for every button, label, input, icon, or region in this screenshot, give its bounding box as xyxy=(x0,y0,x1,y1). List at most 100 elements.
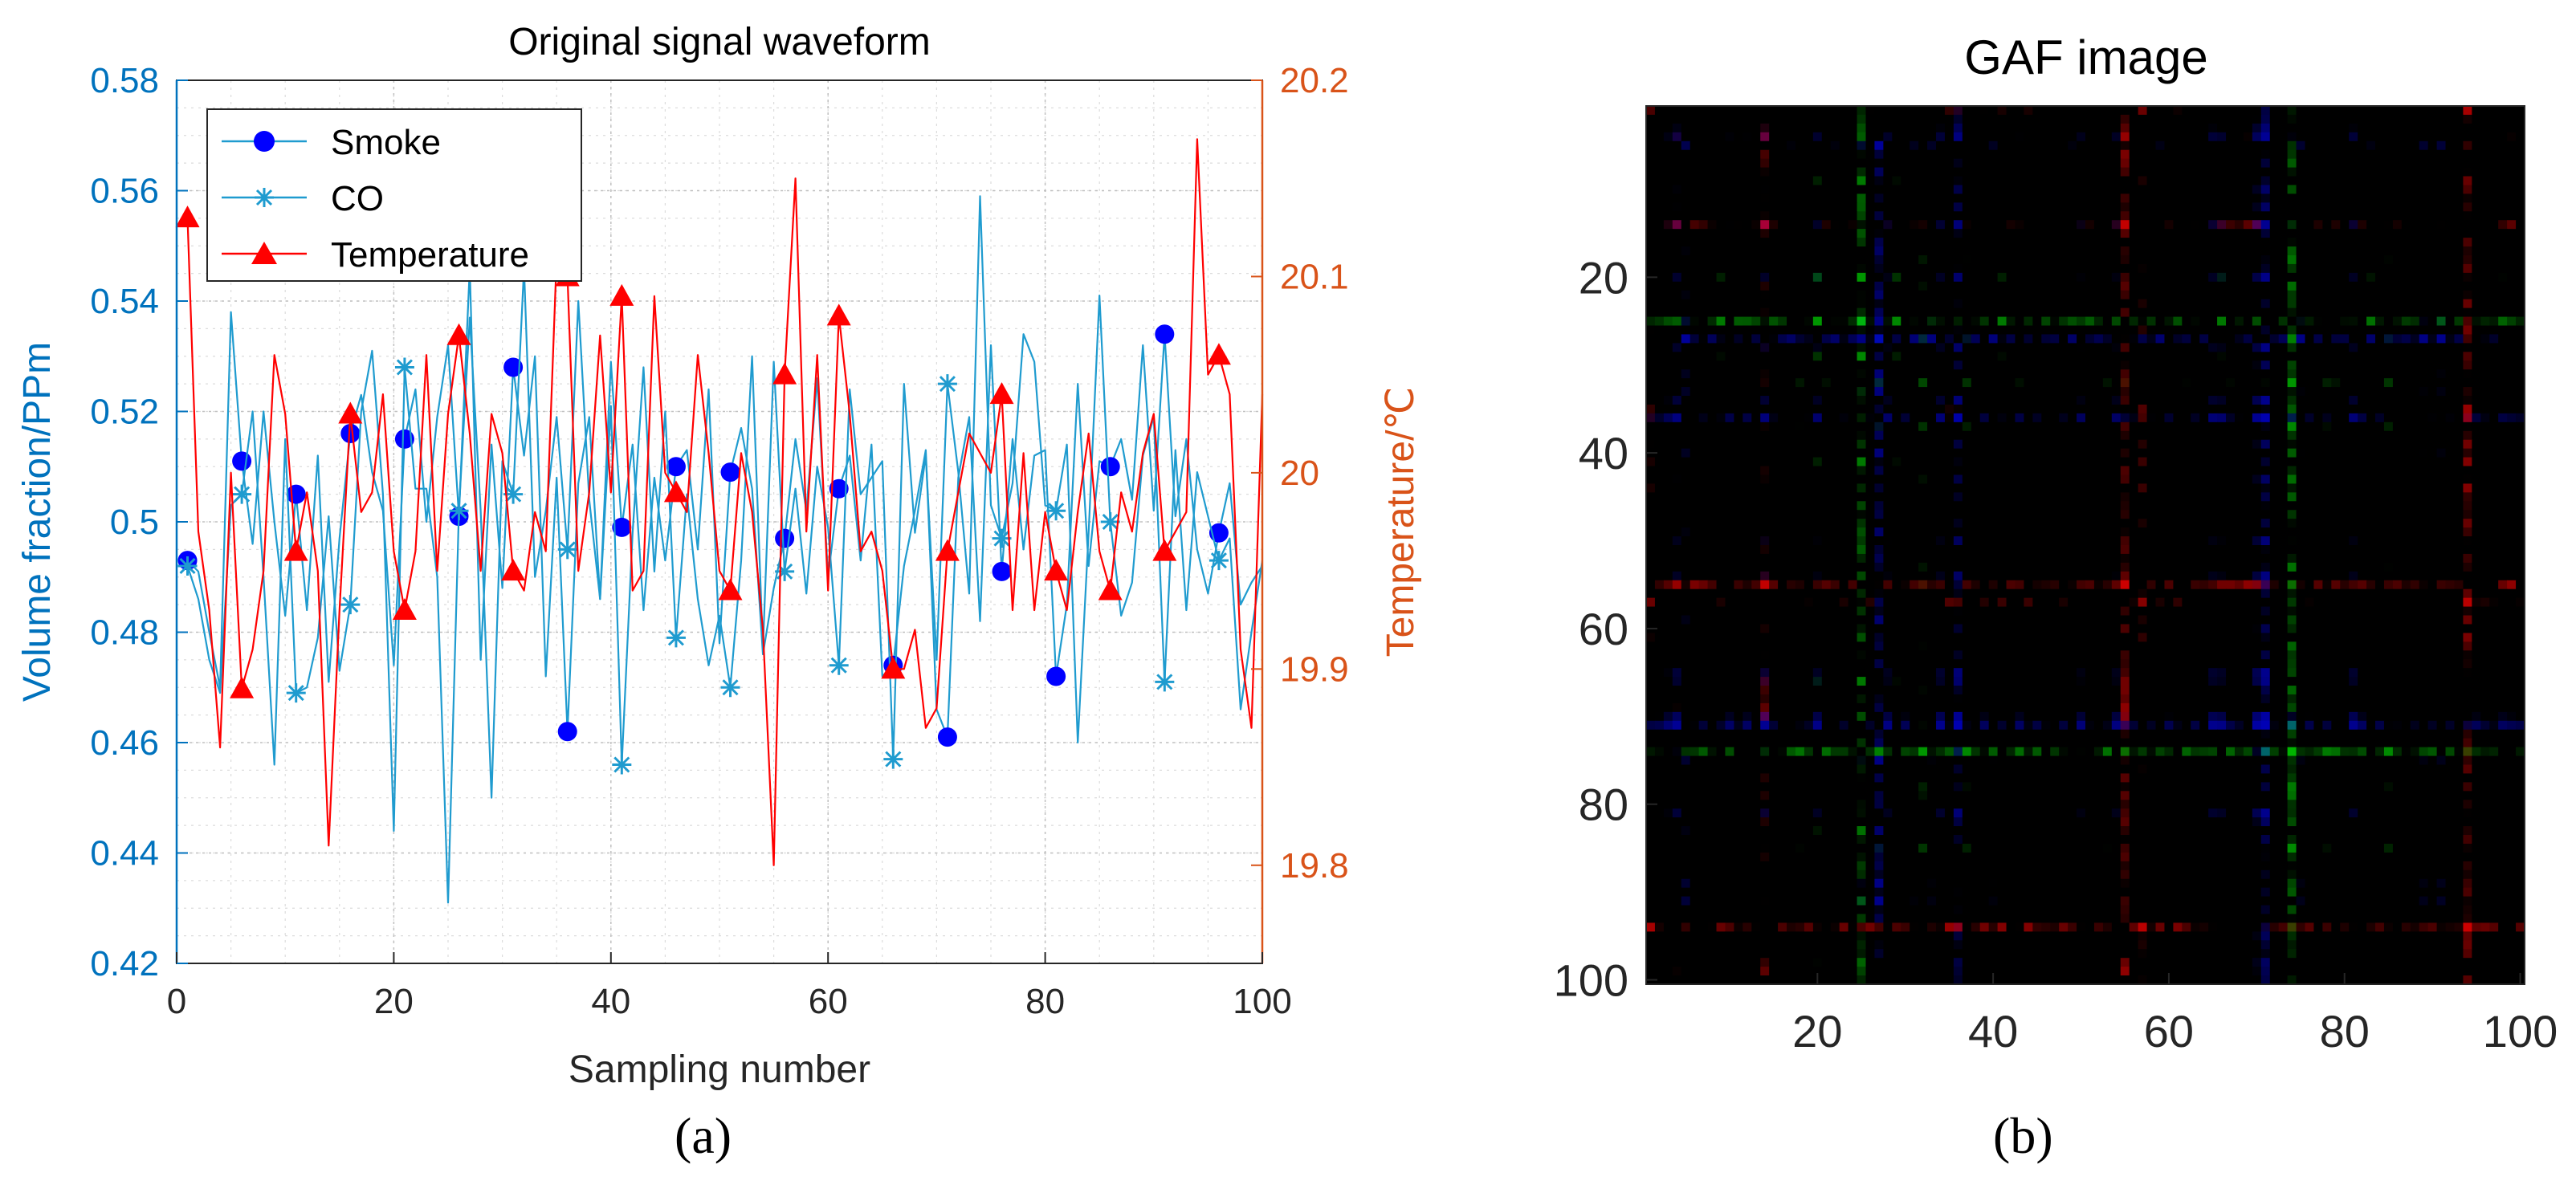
gaf-cell xyxy=(1787,413,1796,423)
gaf-cell xyxy=(1997,421,2007,432)
gaf-cell xyxy=(1769,369,1779,379)
gaf-cell xyxy=(2041,202,2051,212)
gaf-cell xyxy=(1760,360,1770,370)
gaf-cell xyxy=(1874,193,1884,203)
gaf-cell xyxy=(1839,352,1849,361)
gaf-cell xyxy=(1734,325,1743,336)
gaf-cell xyxy=(1901,510,1910,519)
gaf-cell xyxy=(2383,238,2394,247)
gaf-cell xyxy=(2278,325,2289,336)
gaf-cell xyxy=(2164,510,2174,519)
gaf-cell xyxy=(1689,229,1700,238)
gaf-cell xyxy=(1698,334,1709,344)
gaf-cell xyxy=(1953,474,1963,485)
gaf-cell xyxy=(1918,167,1928,177)
gaf-cell xyxy=(1672,352,1682,361)
gaf-cell xyxy=(2375,246,2385,256)
gaf-cell xyxy=(2454,325,2464,336)
gaf-cell xyxy=(2427,352,2438,361)
gaf-cell xyxy=(1936,246,1946,256)
gaf-cell xyxy=(2427,439,2438,450)
gaf-cell xyxy=(2331,254,2341,265)
temperature-point xyxy=(609,283,634,306)
gaf-cell xyxy=(1865,193,1876,203)
gaf-cell xyxy=(2392,106,2403,116)
gaf-cell xyxy=(1698,140,1709,151)
gaf-cell xyxy=(1962,474,1972,485)
gaf-cell xyxy=(1795,474,1805,485)
co-point xyxy=(557,539,577,560)
gaf-cell xyxy=(1848,299,1858,309)
gaf-cell xyxy=(2366,211,2376,221)
gaf-cell xyxy=(2102,114,2113,124)
gaf-cell xyxy=(2427,167,2438,177)
gaf-cell xyxy=(2015,299,2025,309)
gaf-cell xyxy=(1795,369,1805,379)
gaf-cell xyxy=(2243,352,2253,361)
gaf-cell xyxy=(2111,106,2122,116)
gaf-cell xyxy=(1742,281,1752,291)
gaf-cell xyxy=(2410,492,2420,502)
gaf-cell xyxy=(1716,325,1726,336)
gaf-cell xyxy=(2059,220,2069,230)
gaf-cell xyxy=(2182,439,2191,450)
gaf-cell xyxy=(2015,474,2025,485)
gaf-cell xyxy=(2059,343,2069,352)
gaf-cell xyxy=(1804,519,1814,528)
gaf-cell xyxy=(2015,202,2025,212)
gaf-cell xyxy=(2331,387,2341,397)
gaf-cell xyxy=(1795,254,1805,265)
gaf-cell xyxy=(2077,238,2086,247)
gaf-cell xyxy=(2445,430,2456,441)
gaf-cell xyxy=(1839,387,1849,397)
gaf-cell xyxy=(1988,413,1999,423)
gaf-cell xyxy=(1787,263,1796,274)
gaf-cell xyxy=(1927,519,1937,528)
legend-co-marker xyxy=(255,188,274,207)
gaf-cell xyxy=(2260,202,2271,212)
gaf-cell xyxy=(1769,430,1779,441)
gaf-cell xyxy=(2059,176,2069,186)
gaf-cell xyxy=(2340,396,2350,405)
gaf-cell xyxy=(2340,263,2350,274)
gaf-cell xyxy=(2296,369,2306,379)
gaf-cell xyxy=(2059,167,2069,177)
gaf-cell xyxy=(1927,334,1937,344)
gaf-cell xyxy=(2296,519,2306,528)
gaf-cell xyxy=(2472,263,2481,274)
gaf-cell xyxy=(2463,238,2472,247)
gaf-cell xyxy=(1707,220,1718,230)
smoke-point xyxy=(775,528,795,548)
gaf-cell xyxy=(2050,421,2060,432)
gaf-cell xyxy=(2287,404,2297,414)
gaf-cell xyxy=(2358,457,2367,467)
gaf-cell xyxy=(1698,185,1709,194)
gaf-cell xyxy=(2226,185,2236,194)
gaf-cell xyxy=(2463,202,2472,212)
gaf-cell xyxy=(2059,466,2069,476)
gaf-cell xyxy=(2032,396,2042,405)
gaf-cell xyxy=(2068,316,2077,327)
gaf-cell xyxy=(1936,501,1946,511)
gaf-cell xyxy=(2480,334,2490,344)
gaf-cell xyxy=(1821,325,1832,336)
gaf-cell xyxy=(1760,140,1770,151)
gaf-cell xyxy=(1804,211,1814,221)
gaf-cell xyxy=(2155,466,2166,476)
gaf-cell xyxy=(1874,211,1884,221)
gaf-cell xyxy=(2305,263,2315,274)
gaf-cell xyxy=(1857,123,1867,133)
gaf-cell xyxy=(1795,483,1805,493)
gaf-cell xyxy=(2480,396,2490,405)
gaf-cell xyxy=(2173,457,2183,467)
gaf-cell xyxy=(2463,360,2472,370)
gaf-cell xyxy=(1979,290,1990,300)
gaf-cell xyxy=(2226,167,2236,177)
gaf-cell xyxy=(2032,176,2042,186)
gaf-cell xyxy=(1865,299,1876,309)
gaf-cell xyxy=(2120,430,2130,441)
gaf-cell xyxy=(1830,352,1840,361)
gaf-cell xyxy=(1742,316,1752,327)
gaf-cell xyxy=(2392,396,2403,405)
gaf-cell xyxy=(1689,281,1700,291)
